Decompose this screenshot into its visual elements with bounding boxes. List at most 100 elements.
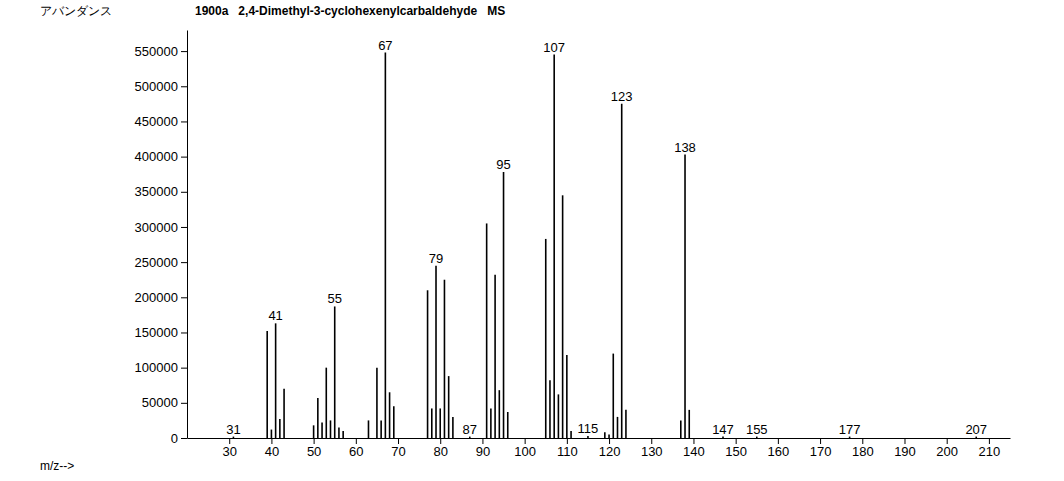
peak — [389, 392, 391, 438]
x-tick-label: 110 — [557, 444, 578, 459]
y-tick-mark — [181, 403, 187, 404]
chart: 0500001000001500002000002500003000003500… — [0, 0, 1064, 481]
peak — [499, 390, 501, 438]
x-tick-label: 180 — [852, 444, 874, 459]
peak — [275, 323, 277, 438]
peak — [385, 53, 387, 438]
x-tick-mark — [778, 438, 779, 444]
y-tick-mark — [181, 86, 187, 87]
peak — [393, 406, 395, 438]
x-tick: 70 — [391, 438, 405, 459]
y-tick-label: 100000 — [135, 360, 178, 375]
peak-label: 207 — [965, 422, 987, 437]
y-tick-label: 150000 — [135, 325, 178, 340]
peak — [975, 437, 977, 438]
y-tick-label: 200000 — [135, 290, 178, 305]
peak — [317, 398, 319, 438]
x-tick: 170 — [810, 438, 832, 459]
peak — [469, 437, 471, 438]
x-tick: 110 — [557, 438, 578, 459]
peak — [338, 427, 340, 438]
x-tick-label: 150 — [725, 444, 747, 459]
y-tick: 550000 — [135, 44, 187, 59]
x-tick: 150 — [725, 438, 747, 459]
peak — [570, 431, 572, 438]
y-axis: 0500001000001500002000002500003000003500… — [135, 31, 188, 446]
peak — [756, 437, 758, 438]
peak — [621, 104, 623, 438]
peak — [444, 280, 446, 438]
y-tick: 50000 — [142, 395, 187, 410]
peak — [431, 408, 433, 438]
peak — [608, 434, 610, 438]
x-tick-label: 90 — [476, 444, 490, 459]
peak — [625, 410, 627, 438]
peak — [612, 354, 614, 438]
x-tick-label: 50 — [307, 444, 321, 459]
x-tick: 50 — [307, 438, 321, 459]
x-tick-label: 40 — [265, 444, 279, 459]
y-tick: 500000 — [135, 79, 187, 94]
peak-label: 41 — [268, 308, 282, 323]
peak-labels: 31415567798795107115123138147155177207 — [226, 38, 987, 437]
peak-label: 123 — [611, 89, 633, 104]
x-tick-mark — [440, 438, 441, 444]
y-tick-label: 350000 — [135, 184, 178, 199]
x-tick-label: 80 — [433, 444, 447, 459]
peak — [342, 431, 344, 438]
peak — [722, 437, 724, 438]
peak-label: 87 — [463, 422, 477, 437]
peak — [330, 420, 332, 438]
y-tick-mark — [181, 262, 187, 263]
peak — [283, 389, 285, 438]
y-tick-mark — [181, 332, 187, 333]
y-tick-mark — [181, 157, 187, 158]
peak — [490, 408, 492, 438]
peak — [448, 376, 450, 438]
x-tick-label: 210 — [979, 444, 1001, 459]
y-tick: 100000 — [135, 360, 187, 375]
x-tick-mark — [482, 438, 483, 444]
x-tick: 90 — [476, 438, 490, 459]
y-label: アバンダンス — [40, 4, 112, 18]
peak — [684, 155, 686, 438]
x-tick-mark — [314, 438, 315, 444]
x-tick: 130 — [641, 438, 663, 459]
x-tick-mark — [609, 438, 610, 444]
y-tick-label: 450000 — [135, 114, 178, 129]
y-tick-label: 400000 — [135, 149, 178, 164]
x-tick: 210 — [979, 438, 1001, 459]
peak — [507, 412, 509, 438]
x-tick: 180 — [852, 438, 874, 459]
x-tick: 30 — [222, 438, 236, 459]
peak-label: 147 — [712, 422, 734, 437]
peak — [566, 355, 568, 438]
peak-label: 31 — [226, 422, 240, 437]
peak — [233, 437, 235, 438]
x-tick-mark — [693, 438, 694, 444]
peak — [558, 394, 560, 438]
x-tick: 190 — [894, 438, 916, 459]
x-tick-label: 70 — [391, 444, 405, 459]
y-tick: 250000 — [135, 255, 187, 270]
y-tick: 0 — [171, 431, 187, 446]
x-tick-label: 140 — [683, 444, 705, 459]
peak — [325, 368, 327, 438]
plot: 0500001000001500002000002500003000003500… — [135, 31, 1011, 460]
peak-label: 115 — [578, 421, 599, 436]
x-tick-label: 160 — [768, 444, 790, 459]
x-tick-mark — [904, 438, 905, 444]
peak — [494, 275, 496, 438]
peak — [562, 195, 564, 438]
peak — [427, 290, 429, 438]
peak — [279, 419, 281, 438]
x-tick-label: 190 — [894, 444, 916, 459]
x-tick-mark — [567, 438, 568, 444]
x-tick-mark — [862, 438, 863, 444]
y-tick: 150000 — [135, 325, 187, 340]
peak-label: 177 — [839, 422, 861, 437]
title: 1900a 2,4-Dimethyl-3-cyclohexenylcarbald… — [195, 4, 505, 18]
peak — [549, 380, 551, 438]
y-tick-label: 550000 — [135, 44, 178, 59]
peak — [604, 432, 606, 438]
